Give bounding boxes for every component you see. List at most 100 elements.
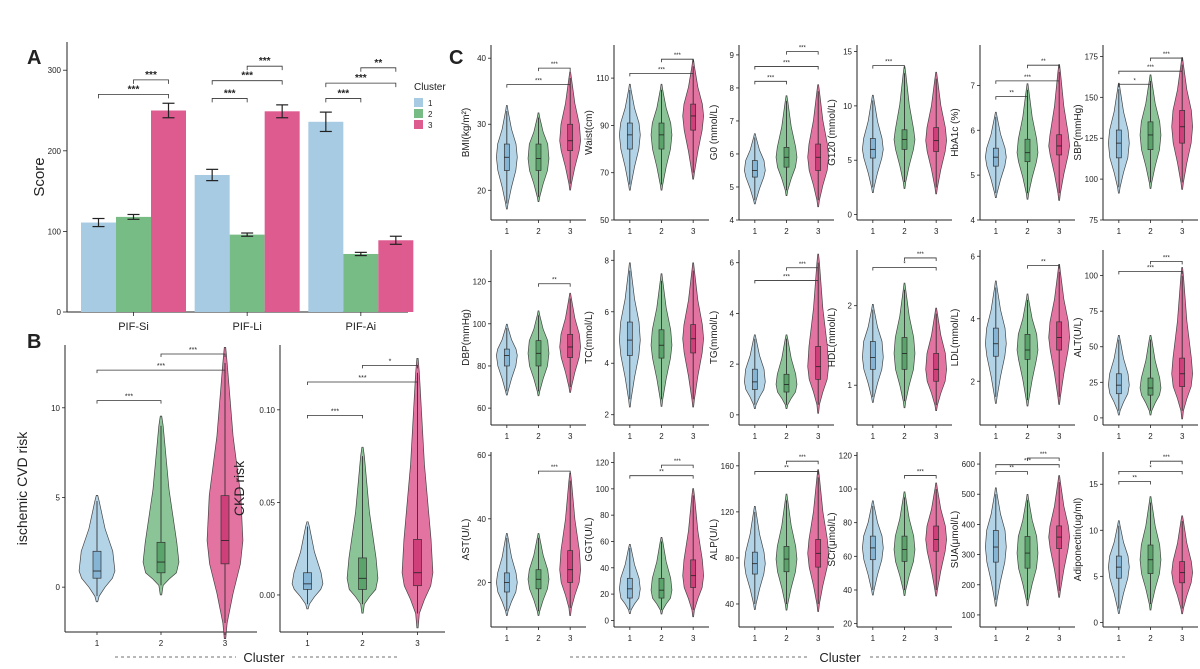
panel-c-plot-1-x-tick-label: 1 bbox=[505, 227, 510, 236]
panel-c-plot-15-y-tick-label: 80 bbox=[725, 554, 734, 563]
panel-c-plot-1-y-tick-label: 30 bbox=[477, 120, 486, 129]
panel-c-plot-10-box bbox=[869, 341, 876, 370]
panel-c-plot-16-y-tick-label: 100 bbox=[839, 485, 853, 494]
panel-c-plot-12-x-tick-label: 1 bbox=[1117, 432, 1122, 441]
panel-c-plot-15-significance-label: *** bbox=[799, 455, 807, 461]
panel-c-plot-14-y-tick-label: 120 bbox=[596, 459, 610, 468]
panel-c-plot-18-significance-label: * bbox=[1149, 465, 1152, 471]
panel-b-plot-1-significance-bracket bbox=[160, 353, 226, 357]
panel-c-plot-10-box bbox=[933, 353, 940, 382]
panel-c-plot-3-x-tick-label: 3 bbox=[816, 227, 821, 236]
panel-c-plot-9-y-tick-label: 2 bbox=[730, 360, 735, 369]
panel-c-plot-5-significance-bracket bbox=[995, 96, 1028, 100]
panel-c-plot-4-y-tick-label: 0 bbox=[848, 211, 853, 220]
panel-c-plot-2-significance-label: *** bbox=[658, 67, 666, 73]
panel-c-plot-5-box bbox=[1024, 138, 1031, 163]
panel-b-plot-2-y-tick-label: 0.05 bbox=[259, 498, 275, 507]
panel-c-plot-4-y-tick-label: 5 bbox=[848, 156, 853, 165]
panel-a-significance-label: *** bbox=[224, 88, 236, 99]
panel-c-plot-9-significance-label: *** bbox=[783, 274, 791, 280]
panel-c-plot-13-x-tick-label: 2 bbox=[536, 634, 541, 643]
panel-c-plot-16-y-tick-label: 120 bbox=[839, 451, 853, 460]
panel-c-plot-17-y-tick-label: 500 bbox=[962, 490, 976, 499]
panel-c-plot-18-x-tick-label: 3 bbox=[1180, 634, 1185, 643]
panel-c-plot-5-significance-label: ** bbox=[1041, 59, 1046, 65]
panel-a-bar bbox=[229, 234, 265, 312]
panel-c-plot-6-y-tick-label: 75 bbox=[1089, 216, 1098, 225]
panel-c-plot-1-ylabel: BMI(kg/m²) bbox=[461, 108, 472, 157]
panel-c-plot-18-significance-label: ** bbox=[1132, 475, 1137, 481]
panel-c-plot-5-significance-bracket bbox=[1027, 64, 1060, 69]
panel-c-plot-15-significance-bracket bbox=[754, 471, 819, 475]
panel-c-plot-9-x-tick-label: 1 bbox=[753, 432, 758, 441]
panel-c-plot-10-x-tick-label: 3 bbox=[934, 432, 939, 441]
panel-c-plot-5-x-tick-label: 2 bbox=[1025, 227, 1030, 236]
panel-c-plot-2-significance-label: *** bbox=[674, 53, 682, 59]
panel-c-plot-6-y-tick-label: 175 bbox=[1085, 52, 1099, 61]
panel-c-plot-3-y-tick-label: 8 bbox=[730, 84, 735, 93]
panel-b-plot-2-box bbox=[413, 539, 422, 587]
panel-c-plot-5-y-tick-label: 5 bbox=[971, 171, 976, 180]
panel-c-plot-9-significance-bracket bbox=[754, 280, 819, 284]
panel-b-plot-1-significance-label: *** bbox=[157, 363, 165, 370]
panel-c-plot-4-box bbox=[869, 138, 876, 159]
panel-a-bar bbox=[81, 222, 116, 312]
panel-c-plot-13-y-tick-label: 40 bbox=[477, 515, 486, 524]
panel-c-plot-16-significance-bracket bbox=[904, 475, 937, 479]
panel-c-plot-7-significance-label: ** bbox=[552, 278, 557, 284]
panel-c-plot-4-ylabel: G120 (mmol/L) bbox=[827, 99, 838, 166]
panel-a-bar bbox=[116, 216, 151, 312]
panel-b-plot-2-significance-label: * bbox=[389, 358, 392, 365]
panel-c-plot-11-y-tick-label: 6 bbox=[971, 252, 976, 261]
panel-c-plot-18-y-tick-label: 15 bbox=[1089, 480, 1098, 489]
panel-c-plot-7-x-tick-label: 2 bbox=[536, 432, 541, 441]
panel-a-ylabel: Score bbox=[31, 157, 48, 196]
panel-c-plot-9-box bbox=[783, 373, 790, 393]
panel-b-plot-1-y-tick-label: 5 bbox=[56, 493, 61, 502]
panel-c-plot-6-box bbox=[1147, 121, 1154, 151]
panel-c-plot-6-significance-bracket bbox=[1118, 70, 1183, 75]
panel-b-plot-1-x-tick-label: 1 bbox=[95, 639, 100, 648]
panel-c-plot-12-y-tick-label: 0 bbox=[1094, 414, 1099, 423]
panel-c-plot-17-significance-label: ** bbox=[1009, 466, 1014, 472]
panel-c-plot-17-y-tick-label: 300 bbox=[962, 551, 976, 560]
panel-c-plot-9-significance-label: *** bbox=[799, 262, 807, 268]
panel-c-plot-17-significance-label: *** bbox=[1040, 452, 1048, 458]
panel-c-plot-15-ylabel: ALP(U/L) bbox=[709, 519, 720, 560]
panel-c-plot-12-box bbox=[1179, 357, 1186, 387]
panel-c-plot-9-y-tick-label: 4 bbox=[730, 309, 735, 318]
panel-a-significance-label: *** bbox=[259, 56, 271, 67]
panel-c-plot-17-x-tick-label: 3 bbox=[1057, 634, 1062, 643]
panel-c-plot-17-y-tick-label: 200 bbox=[962, 581, 976, 590]
panel-c-plot-16-y-tick-label: 20 bbox=[843, 620, 852, 629]
panel-c-plot-7-x-tick-label: 1 bbox=[505, 432, 510, 441]
panel-c-plot-5-y-tick-label: 6 bbox=[971, 126, 976, 135]
panel-c-plot-12-y-tick-label: 50 bbox=[1089, 343, 1098, 352]
panel-c-plot-6-x-tick-label: 1 bbox=[1117, 227, 1122, 236]
panel-c-plot-12-significance-label: *** bbox=[1163, 255, 1171, 261]
panel-c-plot-7-box bbox=[567, 333, 574, 358]
panel-c-plot-14-box bbox=[658, 577, 665, 599]
legend-swatch bbox=[414, 109, 423, 118]
panel-c-plot-8-x-tick-label: 3 bbox=[691, 432, 696, 441]
panel-c-plot-16-x-tick-label: 1 bbox=[871, 634, 876, 643]
panel-c-plot-7-y-tick-label: 100 bbox=[473, 320, 487, 329]
panel-b-plot-1-box bbox=[156, 541, 166, 574]
panel-b-plot-2-significance-label: *** bbox=[358, 375, 366, 382]
panel-c-plot-11-y-tick-label: 2 bbox=[971, 377, 976, 386]
panel-c-plot-8-y-tick-label: 8 bbox=[605, 256, 610, 265]
legend-label: 2 bbox=[428, 110, 433, 119]
panel-c-plot-3-significance-bracket bbox=[754, 80, 787, 85]
panel-c-plot-4-x-tick-label: 1 bbox=[871, 227, 876, 236]
panel-c-plot-3-x-tick-label: 2 bbox=[784, 227, 789, 236]
panel-c-plot-11-box bbox=[1056, 321, 1063, 351]
panel-c-plot-16-ylabel: SCr(μmol/L) bbox=[827, 512, 838, 566]
panel-c-plot-14-y-tick-label: 60 bbox=[600, 537, 609, 546]
panel-b-plot-2-ylabel: CKD risk bbox=[231, 460, 247, 516]
panel-c-plot-2-y-tick-label: 50 bbox=[600, 216, 609, 225]
panel-c-plot-15-x-tick-label: 1 bbox=[753, 634, 758, 643]
panel-c-plot-11-box bbox=[1024, 334, 1031, 360]
panel-c-plot-8-box bbox=[626, 321, 633, 356]
